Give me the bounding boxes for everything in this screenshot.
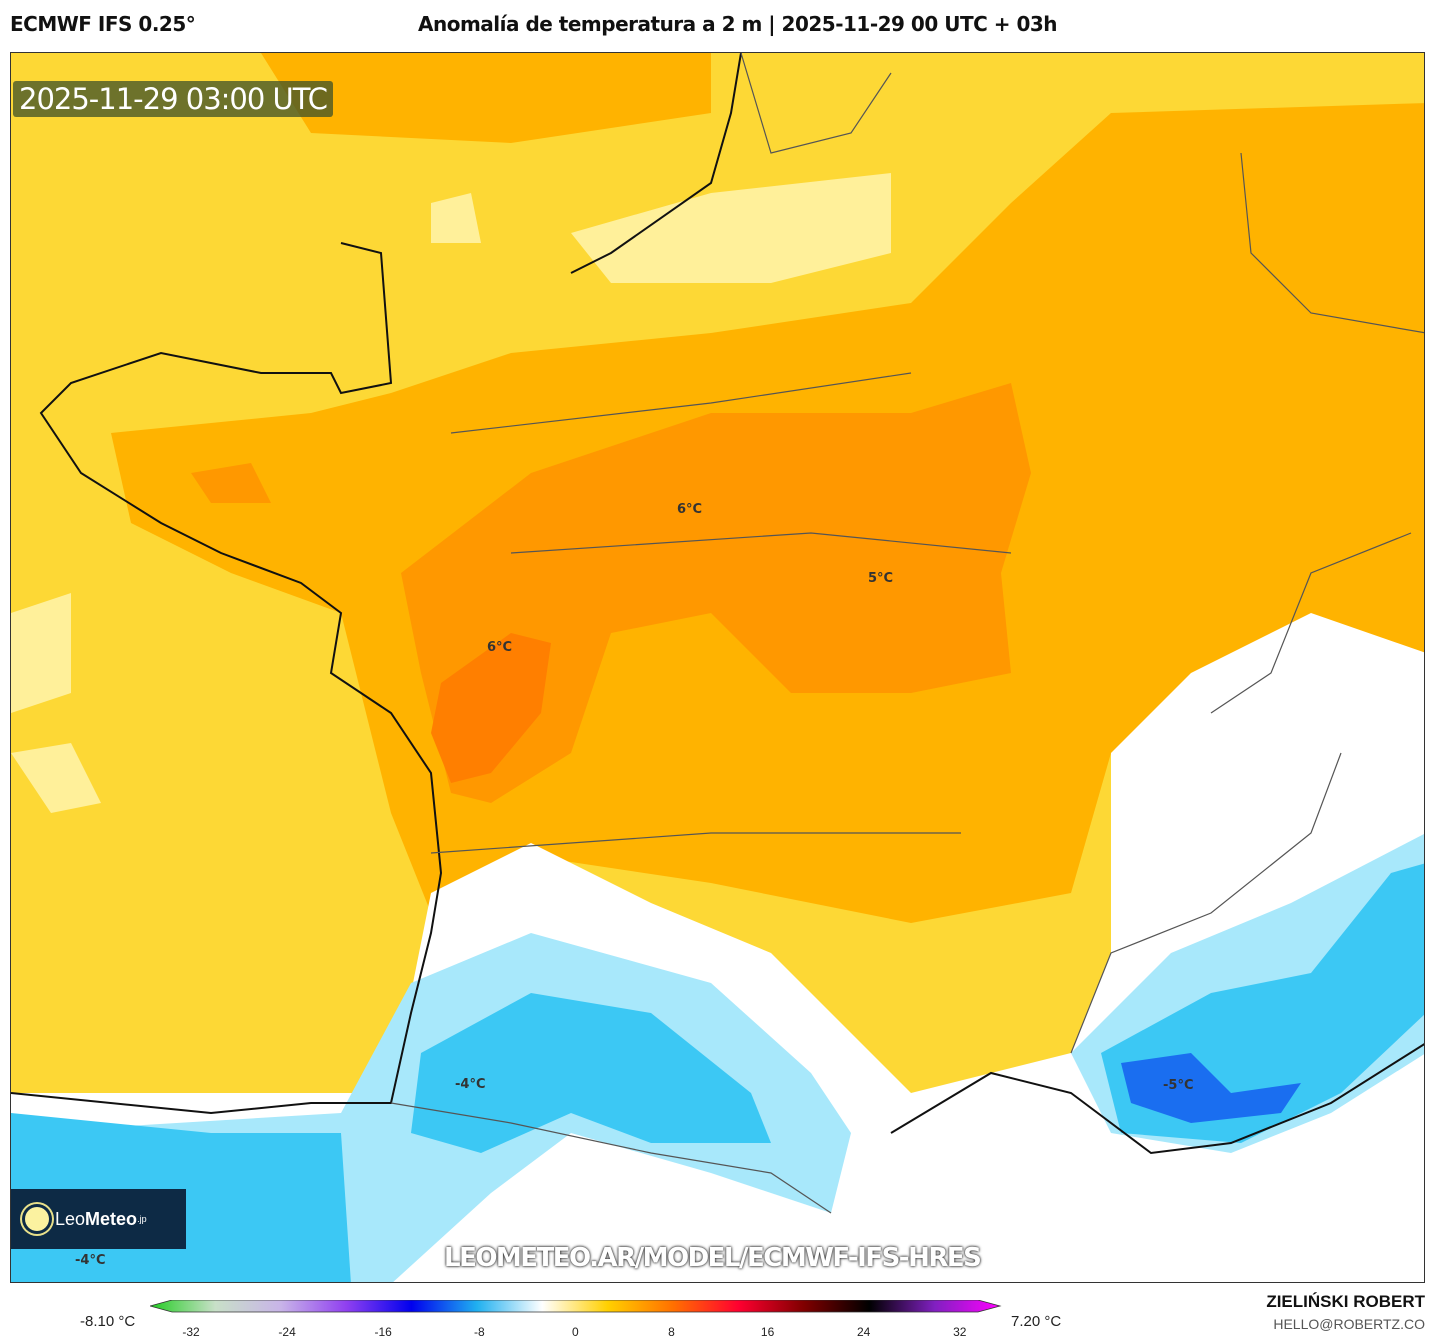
- colorbar: [150, 1300, 1002, 1313]
- contour-label: -4°C: [75, 1253, 106, 1268]
- chart-title: Anomalía de temperatura a 2 m | 2025-11-…: [418, 12, 1058, 36]
- contour-label: -4°C: [455, 1077, 486, 1092]
- author-email[interactable]: HELLO@ROBERTZ.CO: [1273, 1316, 1425, 1332]
- logo-suffix: .jp: [137, 1214, 147, 1224]
- colorbar-min-label: -8.10 °C: [80, 1313, 136, 1330]
- colorbar-gradient: [150, 1300, 1002, 1313]
- colorbar-max-label: 7.20 °C: [1011, 1313, 1062, 1330]
- model-name: ECMWF IFS 0.25°: [10, 12, 196, 36]
- colorbar-tick-label: 8: [668, 1325, 675, 1339]
- colorbar-tick-label: 32: [953, 1325, 967, 1339]
- map-canvas: [11, 53, 1424, 1282]
- colorbar-tick-label: -16: [374, 1325, 392, 1339]
- sun-icon: [25, 1207, 49, 1231]
- blue-zone: [11, 863, 1424, 1282]
- light-yellow-zone: [11, 173, 891, 813]
- border-lines: [390, 53, 1424, 1214]
- contour-label: -5°C: [1163, 1078, 1194, 1093]
- watermark-url: LEOMETEO.AR/MODEL/ECMWF-IFS-HRES: [444, 1243, 982, 1273]
- author-name: ZIELIŃSKI ROBERT: [1266, 1292, 1425, 1311]
- colorbar-tick-label: 16: [760, 1325, 775, 1339]
- colorbar-tick-label: 24: [857, 1325, 871, 1339]
- deep-orange-zone: [431, 633, 551, 783]
- light-blue-zone: [11, 834, 1424, 1282]
- contour-label: 6°C: [677, 502, 703, 517]
- temperature-anomaly-map: 2025-11-29 03:00 UTC 6°C 5°C 6°C -4°C -5…: [10, 52, 1425, 1283]
- colorbar-tick-label: -8: [473, 1325, 485, 1339]
- coastline: [11, 53, 1424, 1155]
- logo-text-bold: Meteo: [85, 1208, 138, 1229]
- colorbar-tick-label: -32: [182, 1325, 200, 1339]
- leometeo-logo[interactable]: Leo Meteo .jp: [11, 1189, 186, 1249]
- deep-blue-zone: [1121, 1053, 1301, 1123]
- colorbar-tick-label: 0: [572, 1325, 579, 1339]
- logo-text: Leo: [55, 1208, 86, 1229]
- valid-time-stamp: 2025-11-29 03:00 UTC: [13, 81, 334, 117]
- contour-label: 6°C: [487, 640, 513, 655]
- colorbar-tick-label: -24: [278, 1325, 296, 1339]
- contour-label: 5°C: [868, 571, 894, 586]
